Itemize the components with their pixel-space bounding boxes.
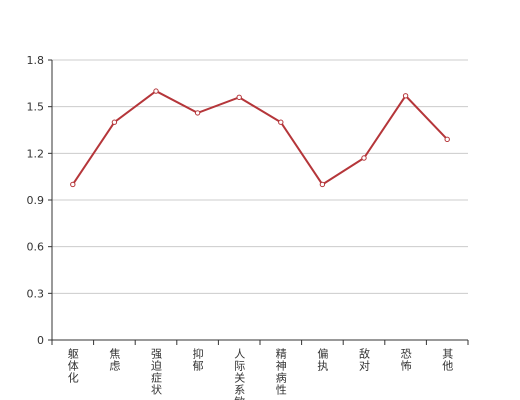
point (361, 155, 367, 161)
point (153, 88, 159, 94)
point (402, 93, 409, 99)
y-tick-label: 0.9 (27, 194, 45, 207)
point (319, 181, 326, 188)
y-tick-label: 1.2 (27, 147, 45, 160)
point (278, 119, 284, 125)
point (236, 94, 242, 101)
y-tick-label: 1.8 (27, 54, 45, 67)
x-tick-label: 躯体化 (66, 348, 79, 384)
line-series (71, 89, 448, 186)
x-tick-label: 敌对 (358, 347, 371, 372)
x-tick-label: 偏执 (316, 347, 329, 372)
x-tick-label: 其他 (441, 348, 454, 372)
point (194, 110, 201, 116)
x-tick-label: 抑郁 (191, 347, 204, 372)
y-tick-label: 0.6 (27, 241, 45, 254)
y-tick-label: 1.5 (27, 101, 45, 114)
point (444, 136, 450, 143)
x-tick-label: 恐怖 (399, 348, 412, 372)
y-tick-label: 0.3 (27, 287, 45, 300)
x-tick-label: 人际关系敏感 (233, 348, 246, 400)
y-tick-label: 0 (37, 334, 44, 347)
x-tick-label: 强迫症状 (150, 348, 163, 396)
point (111, 119, 118, 125)
x-tick-label: 精神病性 (274, 348, 287, 396)
point (70, 181, 76, 188)
x-tick-label: 焦虑 (108, 348, 121, 372)
